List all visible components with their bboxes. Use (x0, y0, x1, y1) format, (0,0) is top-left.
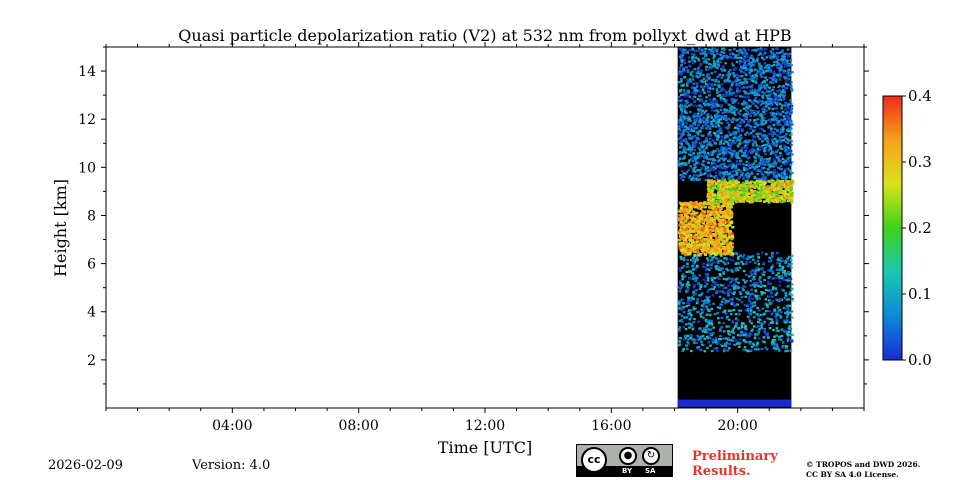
speckle-low (677, 251, 794, 353)
copyright-note: © TROPOS and DWD 2026. CC BY SA 4.0 Lice… (806, 460, 920, 480)
y-tick-label: 2 (87, 353, 96, 369)
colorbar-tick-label: 0.2 (908, 219, 932, 237)
colorbar-tick-label: 0.1 (908, 285, 932, 303)
x-tick-label: 16:00 (591, 418, 631, 434)
y-tick-label: 8 (87, 208, 96, 224)
speckle-upper (677, 47, 794, 182)
y-axis: 2 4 6 8 10 12 14 (78, 46, 869, 385)
cc-icon: cc (581, 447, 607, 473)
aerosol-layer-high (677, 201, 735, 257)
colorbar-tick-label: 0.4 (908, 87, 932, 105)
cc-license-logo: cc ● ↻ BY SA (576, 444, 673, 477)
y-tick-label: 10 (78, 160, 96, 176)
y-tick-label: 6 (87, 257, 96, 273)
preliminary-line-2: Results. (692, 464, 751, 479)
cc-logo-bar (577, 466, 672, 476)
preliminary-results-note: Preliminary Results. (692, 449, 778, 479)
colorbar-tick-label: 0.3 (908, 153, 932, 171)
y-tick-label: 14 (78, 64, 96, 80)
copyright-line-1: © TROPOS and DWD 2026. (806, 460, 921, 469)
share-alike-icon: ↻ (642, 447, 660, 465)
person-icon: ● (619, 447, 637, 465)
x-tick-label: 04:00 (212, 418, 252, 434)
preliminary-line-1: Preliminary (692, 449, 778, 464)
colorbar-ticks: 0.0 0.1 0.2 0.3 0.4 (902, 87, 932, 369)
footer-date: 2026-02-09 (48, 458, 123, 473)
colorbar (882, 95, 903, 361)
y-axis-label: Height [km] (51, 179, 70, 277)
surface-blue-layer (677, 399, 792, 407)
chart-title: Quasi particle depolarization ratio (V2)… (178, 26, 791, 45)
cirrus-band (706, 179, 795, 204)
x-tick-label: 08:00 (338, 418, 378, 434)
x-axis-label: Time [UTC] (438, 438, 532, 457)
heatmap-area (677, 47, 795, 408)
x-axis: 04:00 08:00 12:00 16:00 20:00 (105, 42, 865, 434)
y-tick-label: 12 (78, 112, 96, 128)
cc-sa-label: SA (645, 467, 656, 475)
y-tick-label: 4 (87, 305, 96, 321)
footer-version: Version: 4.0 (192, 458, 271, 473)
copyright-line-2: CC BY SA 4.0 License. (806, 470, 899, 479)
cc-by-label: BY (622, 467, 633, 475)
x-tick-label: 20:00 (717, 418, 757, 434)
colorbar-tick-label: 0.0 (908, 351, 932, 369)
x-tick-label: 12:00 (465, 418, 505, 434)
